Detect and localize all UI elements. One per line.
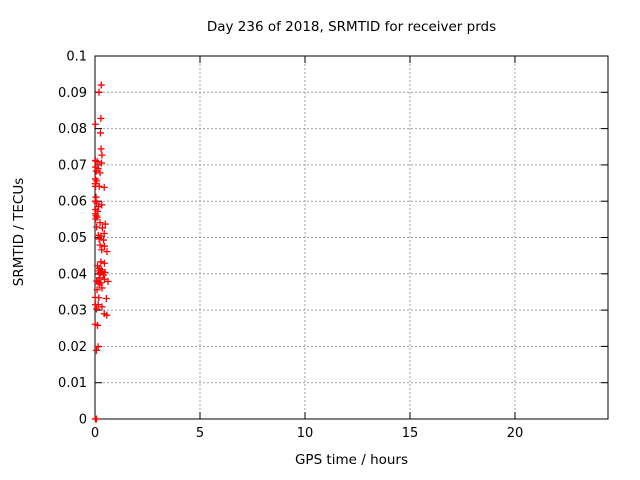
data-point-marker [91, 120, 99, 128]
data-points [91, 81, 112, 423]
data-point-marker [92, 215, 100, 223]
data-point-marker [100, 236, 108, 244]
data-point-marker [97, 81, 105, 89]
data-point-marker [95, 235, 103, 243]
x-tick-labels: 0 5 10 15 20 [91, 426, 523, 441]
data-point-marker [95, 280, 103, 288]
data-point-marker [98, 303, 106, 311]
data-point-marker [98, 246, 106, 254]
y-tick-labels: 0 0.01 0.02 0.03 0.04 0.05 0.06 0.07 0.08 0.09 0.1 [58, 50, 87, 428]
x-tick-label: 5 [196, 426, 204, 441]
data-point-marker [93, 286, 101, 294]
data-point-marker [95, 182, 103, 190]
chart-title: Day 236 of 2018, SRMTID for receiver prd… [206, 19, 497, 35]
data-point-marker [99, 271, 107, 279]
data-point-marker [101, 220, 109, 228]
data-point-marker [93, 199, 101, 207]
data-point-marker [93, 223, 101, 231]
data-point-marker [94, 301, 102, 309]
data-point-marker [100, 275, 108, 283]
data-point-marker [103, 311, 111, 319]
data-point-marker [100, 259, 108, 267]
data-point-marker [98, 159, 106, 167]
data-point-marker [91, 157, 99, 165]
data-point-marker [96, 241, 104, 249]
data-point-marker [100, 183, 108, 191]
data-point-marker [94, 343, 102, 351]
data-point-marker [96, 129, 104, 137]
x-tick-label: 15 [402, 426, 419, 441]
data-point-marker [95, 88, 103, 96]
x-tick-label: 20 [507, 426, 524, 441]
data-point-marker [92, 415, 100, 423]
data-point-marker [92, 305, 100, 313]
data-point-marker [94, 321, 102, 329]
data-point-marker [97, 258, 105, 266]
x-tick-label: 10 [297, 426, 314, 441]
data-point-marker [95, 294, 103, 302]
data-point-marker [96, 274, 104, 282]
data-point-marker [96, 219, 104, 227]
y-tick-label: 0.07 [58, 158, 87, 173]
y-tick-label: 0 [79, 413, 87, 428]
data-point-marker [98, 284, 106, 292]
data-point-marker [92, 346, 100, 354]
data-point-marker [97, 114, 105, 122]
y-tick-label: 0.06 [58, 195, 87, 210]
data-point-marker [97, 279, 105, 287]
y-tick-label: 0.05 [58, 231, 87, 246]
data-point-marker [93, 158, 101, 166]
data-point-marker [96, 169, 104, 177]
y-tick-label: 0.01 [58, 376, 87, 391]
y-tick-label: 0.08 [58, 122, 87, 137]
data-point-marker [98, 224, 106, 232]
y-tick-label: 0.04 [58, 267, 87, 282]
data-point-marker [97, 145, 105, 153]
data-point-marker [92, 167, 100, 175]
data-point-marker [102, 294, 110, 302]
data-point-marker [104, 277, 112, 285]
data-point-marker [100, 242, 108, 250]
grid-lines [95, 56, 608, 419]
y-tick-label: 0.03 [58, 304, 87, 319]
data-point-marker [98, 151, 106, 159]
y-tick-label: 0.02 [58, 340, 87, 355]
x-tick-label: 0 [91, 426, 99, 441]
x-axis-label: GPS time / hours [294, 452, 409, 468]
y-tick-label: 0.09 [58, 86, 87, 101]
y-tick-label: 0.1 [66, 50, 87, 65]
data-point-marker [103, 248, 111, 256]
